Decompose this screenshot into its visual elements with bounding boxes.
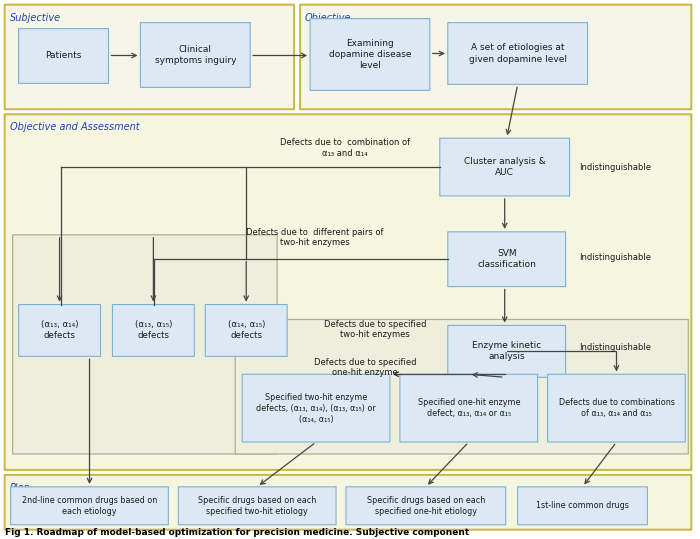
Text: Defects due to  combination of
α₁₃ and α₁₄: Defects due to combination of α₁₃ and α₁… [280, 139, 410, 158]
Text: Plan: Plan [10, 483, 30, 493]
Text: A set of etiologies at
given dopamine level: A set of etiologies at given dopamine le… [469, 44, 567, 64]
Text: (α₁₄, α₁₅)
defects: (α₁₄, α₁₅) defects [228, 320, 265, 341]
FancyBboxPatch shape [400, 374, 538, 442]
Text: Patients: Patients [46, 52, 82, 60]
Text: Specific drugs based on each
specified two-hit etiology: Specific drugs based on each specified t… [198, 496, 316, 516]
Text: Examining
dopamine disease
level: Examining dopamine disease level [329, 39, 411, 70]
Text: Objective and Assessment: Objective and Assessment [10, 122, 139, 132]
Text: Indistinguishable: Indistinguishable [580, 343, 652, 352]
Text: 2nd-line common drugs based on
each etiology: 2nd-line common drugs based on each etio… [22, 496, 157, 516]
Text: Fig 1. Roadmap of model-based optimization for precision medicine. Subjective co: Fig 1. Roadmap of model-based optimizati… [5, 528, 469, 537]
Text: Clinical
symptoms inguiry: Clinical symptoms inguiry [155, 45, 236, 65]
Text: Specified one-hit enzyme
defect, α₁₃, α₁₄ or α₁₅: Specified one-hit enzyme defect, α₁₃, α₁… [417, 398, 520, 418]
Text: Defects due to  different pairs of
two-hit enzymes: Defects due to different pairs of two-hi… [246, 228, 384, 247]
Text: Indistinguishable: Indistinguishable [580, 163, 652, 171]
Text: (α₁₃, α₁₄)
defects: (α₁₃, α₁₄) defects [41, 320, 78, 341]
FancyBboxPatch shape [10, 487, 169, 524]
Text: Defects due to combinations
of α₁₃, α₁₄ and α₁₅: Defects due to combinations of α₁₃, α₁₄ … [559, 398, 674, 418]
Text: Specific drugs based on each
specified one-hit etiology: Specific drugs based on each specified o… [367, 496, 485, 516]
FancyBboxPatch shape [440, 138, 570, 196]
Text: Defects due to specified
two-hit enzymes: Defects due to specified two-hit enzymes [323, 320, 426, 339]
Text: (α₁₃, α₁₅)
defects: (α₁₃, α₁₅) defects [134, 320, 172, 341]
Text: Enzyme kinetic
analysis: Enzyme kinetic analysis [472, 341, 541, 362]
FancyBboxPatch shape [448, 23, 587, 85]
FancyBboxPatch shape [205, 305, 287, 356]
FancyBboxPatch shape [141, 23, 250, 87]
Text: Cluster analysis &
AUC: Cluster analysis & AUC [464, 157, 545, 177]
FancyBboxPatch shape [5, 114, 692, 470]
Text: 1st-line common drugs: 1st-line common drugs [536, 501, 629, 510]
FancyBboxPatch shape [5, 5, 294, 109]
FancyBboxPatch shape [547, 374, 685, 442]
FancyBboxPatch shape [19, 29, 108, 84]
Text: Defects due to specified
one-hit enzyme: Defects due to specified one-hit enzyme [314, 357, 416, 377]
FancyBboxPatch shape [310, 19, 430, 91]
FancyBboxPatch shape [518, 487, 648, 524]
FancyBboxPatch shape [13, 235, 277, 454]
FancyBboxPatch shape [242, 374, 390, 442]
FancyBboxPatch shape [19, 305, 101, 356]
FancyBboxPatch shape [178, 487, 336, 524]
FancyBboxPatch shape [346, 487, 505, 524]
Text: Indistinguishable: Indistinguishable [580, 253, 652, 262]
FancyBboxPatch shape [113, 305, 195, 356]
FancyBboxPatch shape [448, 232, 566, 287]
FancyBboxPatch shape [235, 320, 688, 454]
Text: Objective: Objective [305, 12, 351, 23]
Text: Specified two-hit enzyme
defects, (α₁₃, α₁₄), (α₁₃, α₁₅) or
(α₁₄, α₁₅): Specified two-hit enzyme defects, (α₁₃, … [256, 392, 376, 424]
Text: SVM
classification: SVM classification [477, 249, 536, 270]
FancyBboxPatch shape [448, 326, 566, 377]
Text: Subjective: Subjective [10, 12, 61, 23]
FancyBboxPatch shape [300, 5, 692, 109]
FancyBboxPatch shape [5, 475, 692, 530]
